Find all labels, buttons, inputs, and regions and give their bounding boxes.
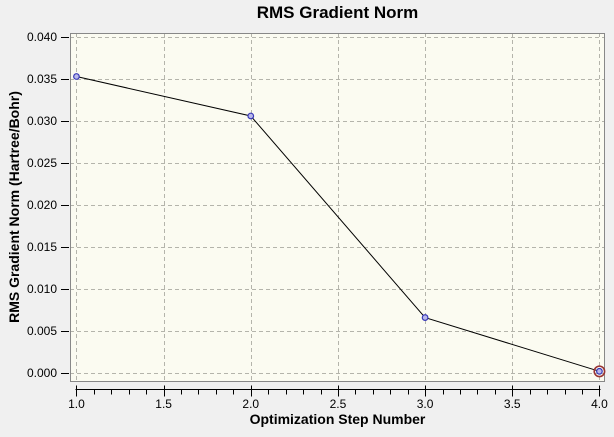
highlight-ring [593, 365, 606, 378]
y-tick-label: 0.040 [27, 30, 57, 44]
x-axis-label: Optimization Step Number [249, 411, 426, 427]
series-line [76, 76, 600, 372]
data-point [421, 314, 429, 321]
y-tick-label: 0.030 [27, 114, 57, 128]
plot-background [70, 33, 605, 382]
data-point [247, 112, 255, 120]
x-tick-label: 2.5 [330, 397, 347, 411]
plot-frame [70, 33, 605, 382]
x-tick-label: 1.0 [68, 397, 85, 411]
y-tick-label: 0.025 [27, 156, 57, 170]
y-tick-label: 0.035 [27, 72, 57, 86]
y-tick-label: 0.020 [27, 198, 57, 212]
x-tick-label: 4.0 [591, 397, 608, 411]
x-tick-label: 1.5 [155, 397, 172, 411]
data-point [596, 367, 603, 375]
y-tick-label: 0.000 [27, 366, 57, 380]
chart-title: RMS Gradient Norm [256, 3, 419, 22]
y-tick-label: 0.005 [27, 324, 57, 338]
x-tick-label: 3.0 [417, 397, 434, 411]
y-tick-label: 0.015 [27, 240, 57, 254]
x-tick-label: 2.0 [242, 397, 259, 411]
data-point [73, 73, 80, 80]
y-tick-label: 0.010 [27, 282, 57, 296]
x-tick-label: 3.5 [504, 397, 521, 411]
